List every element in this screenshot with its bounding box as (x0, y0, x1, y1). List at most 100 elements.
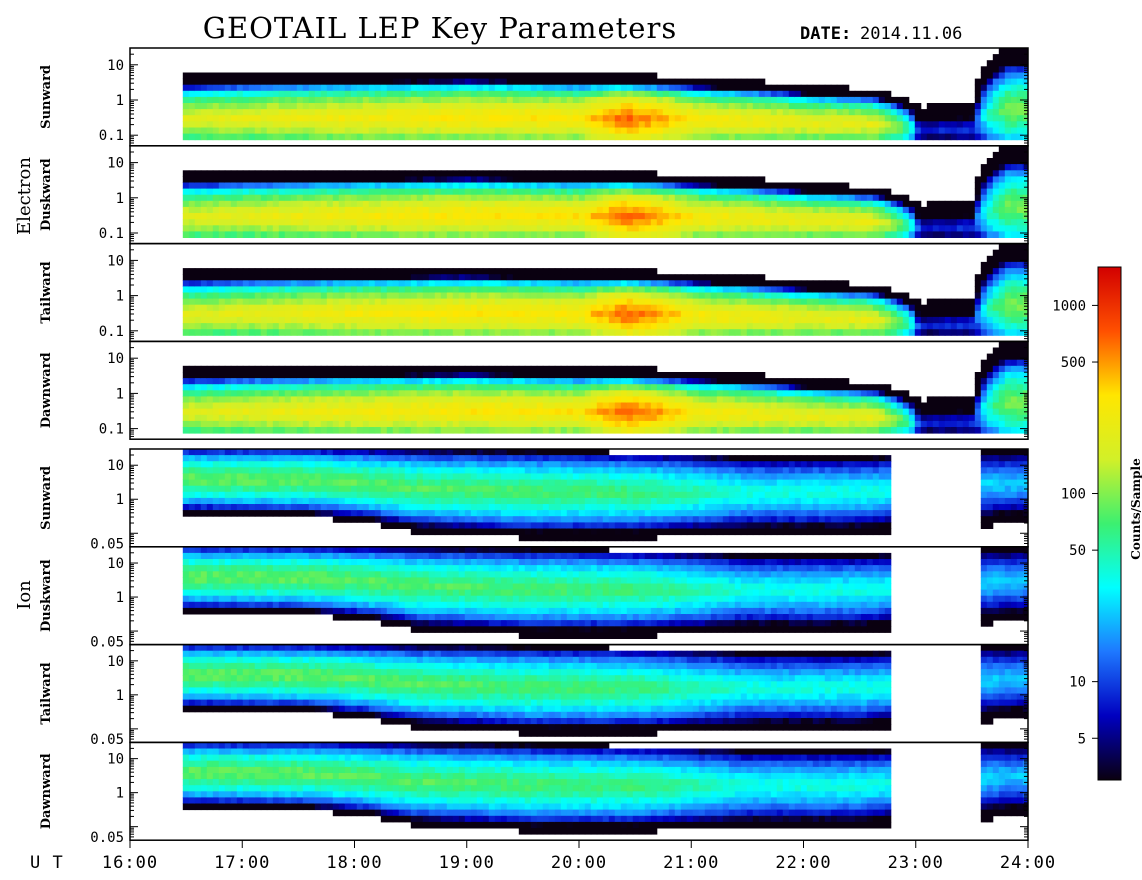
electron-duskward-cell (962, 225, 970, 232)
electron-sunward-cell (188, 109, 196, 116)
electron-tailward-cell (632, 316, 640, 324)
electron-sunward-cell (422, 103, 430, 110)
electron-tailward-cell (422, 280, 430, 287)
electron-duskward-cell (1016, 164, 1024, 171)
electron-dawnward-cell (464, 365, 472, 373)
electron-sunward-cell (590, 121, 598, 128)
electron-sunward-cell (410, 121, 418, 128)
electron-sunward-cell (854, 103, 862, 110)
electron-duskward-cell (398, 200, 406, 208)
electron-duskward-cell (416, 219, 424, 226)
electron-sunward-cell (278, 109, 286, 116)
electron-duskward-cell (230, 225, 238, 232)
electron-sunward-cell (242, 78, 250, 86)
electron-dawnward-cell (272, 384, 280, 391)
electron-duskward-cell (284, 231, 292, 238)
electron-tailward-cell (806, 292, 814, 300)
electron-duskward-cell (596, 176, 604, 183)
electron-dawnward-cell (338, 372, 346, 379)
electron-tailward-cell (920, 310, 928, 318)
electron-duskward-cell (896, 219, 904, 226)
electron-duskward-cell (554, 213, 562, 220)
electron-duskward-cell (812, 225, 820, 232)
electron-dawnward-cell (422, 427, 430, 434)
electron-tailward-cell (704, 310, 712, 318)
electron-tailward-cell (716, 292, 724, 300)
electron-duskward-cell (386, 182, 394, 190)
electron-tailward-cell (776, 329, 784, 336)
electron-sunward-cell (374, 90, 382, 98)
electron-tailward-cell (296, 292, 304, 300)
electron-sunward-cell (638, 96, 646, 104)
electron-sunward-cell (242, 115, 250, 122)
electron-dawnward-cell (392, 372, 400, 379)
electron-tailward-cell (872, 304, 880, 312)
electron-dawnward-cell (188, 427, 196, 434)
electron-sunward-cell (332, 133, 340, 141)
electron-sunward-cell (290, 90, 298, 98)
electron-dawnward-cell (518, 390, 526, 397)
electron-tailward-cell (242, 298, 250, 306)
electron-duskward-cell (986, 231, 994, 238)
electron-duskward-cell (230, 219, 238, 226)
electron-tailward-cell (986, 310, 994, 318)
electron-sunward-cell (230, 133, 238, 141)
electron-tailward-cell (200, 329, 208, 336)
electron-duskward-cell (560, 194, 568, 202)
electron-sunward-cell (722, 121, 730, 128)
electron-sunward-cell (578, 84, 586, 92)
electron-duskward-cell (770, 219, 778, 226)
electron-dawnward-cell (542, 378, 550, 385)
electron-tailward-cell (464, 298, 472, 306)
electron-sunward-cell (278, 96, 286, 104)
electron-tailward-cell (578, 304, 586, 312)
electron-sunward-cell (464, 109, 472, 116)
electron-sunward-cell (650, 133, 658, 141)
electron-tailward-cell (836, 329, 844, 336)
electron-duskward-cell (506, 200, 514, 208)
electron-dawnward-cell (500, 414, 508, 422)
electron-sunward-cell (410, 103, 418, 110)
electron-tailward-cell (746, 298, 754, 306)
electron-dawnward-cell (212, 427, 220, 434)
electron-sunward-cell (290, 115, 298, 122)
electron-tailward-cell (266, 304, 274, 312)
electron-sunward-cell (500, 72, 508, 80)
electron-sunward-cell (428, 121, 436, 128)
electron-duskward-cell (980, 188, 988, 196)
electron-sunward-cell (248, 72, 256, 80)
electron-dawnward-cell (254, 365, 262, 373)
electron-tailward-cell (914, 310, 922, 318)
electron-duskward-cell (668, 200, 676, 208)
electron-duskward-cell (308, 231, 316, 238)
electron-duskward-cell (746, 188, 754, 196)
electron-duskward-cell (314, 213, 322, 220)
electron-dawnward-cell (428, 372, 436, 379)
electron-sunward-cell (686, 84, 694, 92)
electron-dawnward-cell (494, 372, 502, 379)
electron-sunward-cell (764, 109, 772, 116)
electron-dawnward-cell (476, 384, 484, 391)
electron-tailward-cell (284, 292, 292, 300)
electron-sunward-cell (434, 72, 442, 80)
electron-duskward-cell (740, 188, 748, 196)
electron-sunward-cell (350, 90, 358, 98)
electron-tailward-cell (422, 286, 430, 293)
electron-sunward-cell (512, 84, 520, 92)
electron-duskward-cell (428, 206, 436, 214)
electron-duskward-cell (434, 170, 442, 177)
electron-duskward-cell (962, 213, 970, 220)
electron-sunward-cell (680, 109, 688, 116)
electron-duskward-cell (764, 225, 772, 232)
electron-tailward-cell (908, 298, 916, 306)
electron-tailward-cell (746, 304, 754, 312)
electron-duskward-cell (482, 182, 490, 190)
electron-tailward-cell (326, 323, 334, 330)
electron-sunward-cell (200, 121, 208, 128)
electron-duskward-cell (494, 231, 502, 238)
electron-sunward-cell (614, 133, 622, 141)
electron-dawnward-cell (416, 427, 424, 434)
electron-duskward-cell (1004, 188, 1012, 196)
electron-tailward-cell (1004, 304, 1012, 312)
electron-tailward-cell (476, 268, 484, 275)
